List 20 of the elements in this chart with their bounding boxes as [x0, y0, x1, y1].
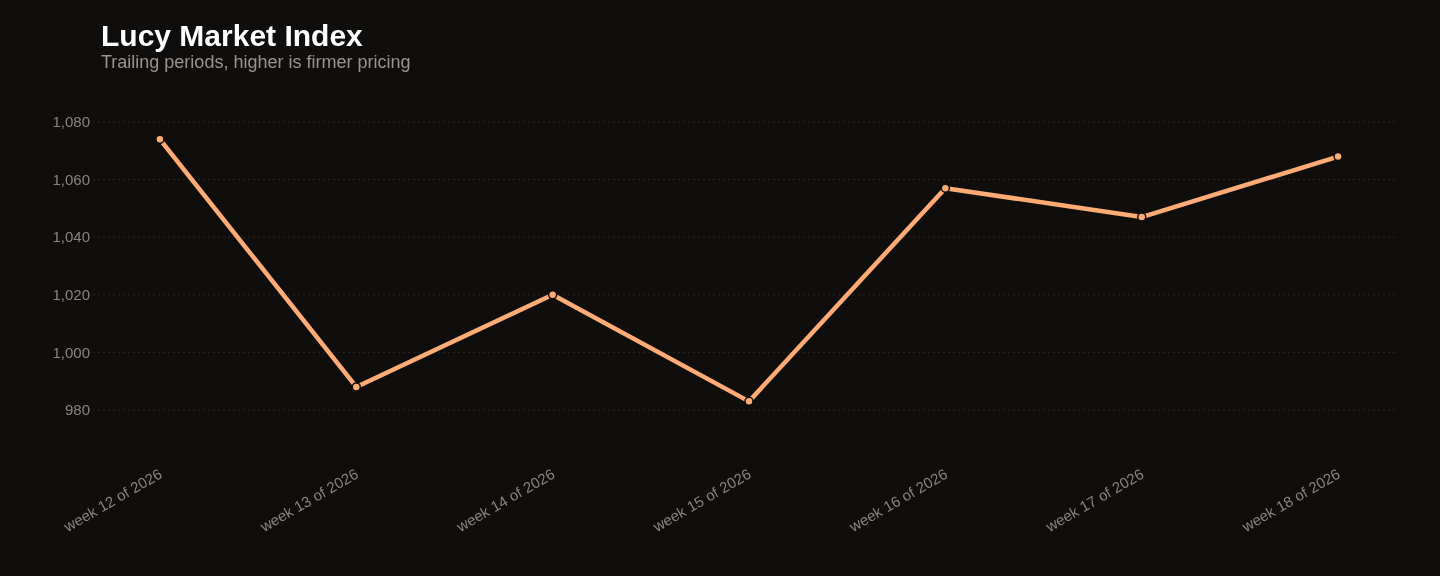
- x-tick-label: week 14 of 2026: [452, 464, 558, 536]
- point: [1136, 212, 1147, 222]
- x-tick-label: week 17 of 2026: [1041, 464, 1147, 536]
- chart-subtitle: Trailing periods, higher is firmer pricing: [101, 52, 411, 72]
- y-tick-label: 1,040: [52, 228, 90, 246]
- y-tick-label: 1,060: [52, 170, 90, 188]
- x-tick-label: week 13 of 2026: [256, 464, 362, 536]
- y-tick-label: 1,020: [52, 286, 90, 304]
- point: [547, 290, 558, 300]
- x-tick-label: week 16 of 2026: [845, 464, 951, 536]
- point: [940, 183, 951, 193]
- y-tick-label: 980: [64, 401, 90, 419]
- x-tick-label: week 15 of 2026: [649, 464, 754, 536]
- y-tick-label: 1,000: [52, 343, 90, 361]
- point: [351, 382, 362, 392]
- chart-title: Lucy Market Index: [101, 19, 364, 52]
- point: [155, 134, 165, 145]
- y-tick-label: 1,080: [52, 113, 90, 131]
- x-tick-label: week 12 of 2026: [59, 464, 165, 536]
- x-tick-label: week 18 of 2026: [1238, 464, 1343, 536]
